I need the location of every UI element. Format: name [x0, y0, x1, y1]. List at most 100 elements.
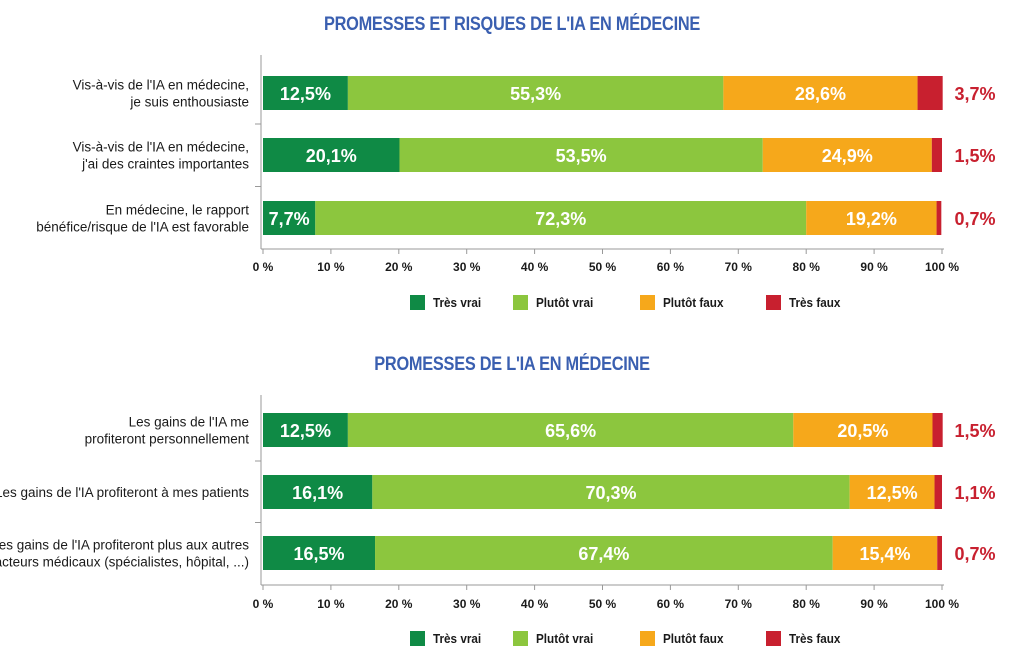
x-tick-label: 30 % — [453, 260, 481, 274]
x-tick-label: 50 % — [589, 597, 617, 611]
legend-swatch — [410, 631, 425, 646]
x-tick-label: 70 % — [725, 260, 753, 274]
data-label-plutot-faux: 19,2% — [846, 209, 897, 229]
legend-label: Très faux — [789, 295, 841, 310]
bar-tres-faux — [934, 475, 942, 509]
bar-plutot-faux — [793, 413, 933, 447]
legend-label: Plutôt vrai — [536, 631, 594, 646]
data-label-plutot-faux: 15,4% — [859, 544, 910, 564]
data-label-plutot-faux: 20,5% — [837, 421, 888, 441]
chart-2-title: PROMESSES DE L'IA EN MÉDECINE — [374, 354, 650, 375]
bar-tres-vrai — [263, 201, 316, 235]
legend-swatch — [410, 295, 425, 310]
bar-plutot-vrai — [347, 413, 794, 447]
bar-plutot-vrai — [372, 475, 850, 509]
bar-plutot-vrai — [399, 138, 763, 172]
x-tick-label: 40 % — [521, 260, 549, 274]
x-tick-label: 90 % — [860, 260, 888, 274]
x-tick-label: 70 % — [725, 597, 753, 611]
bar-plutot-faux — [832, 536, 938, 570]
chart-2-plot: 0 % 10 % 20 % 30 % 40 % 50 % 60 % 70 % 80 % 90 % 1… — [0, 395, 996, 611]
bar-tres-vrai — [263, 76, 348, 110]
legend-item-plutot-vrai: Plutôt vrai — [513, 631, 600, 646]
x-tick-label: 50 % — [589, 260, 617, 274]
x-tick-label: 10 % — [317, 260, 345, 274]
bar-plutot-vrai — [375, 536, 833, 570]
category-label: je suis enthousiaste — [129, 95, 249, 110]
data-label-tres-vrai: 16,5% — [293, 544, 344, 564]
legend-item-tres-vrai: Très vrai — [410, 631, 487, 646]
bar-plutot-faux — [806, 201, 937, 235]
data-label-plutot-vrai: 72,3% — [535, 209, 586, 229]
x-tick-label: 100 % — [925, 260, 959, 274]
x-tick-label: 60 % — [657, 260, 685, 274]
chart-2-legend: Très vrai Plutôt vrai Plutôt faux Très faux — [0, 631, 1024, 651]
legend-swatch — [640, 295, 655, 310]
x-tick-label: 80 % — [793, 597, 821, 611]
data-label-plutot-faux: 28,6% — [795, 84, 846, 104]
data-label-plutot-vrai: 55,3% — [510, 84, 561, 104]
data-label-plutot-vrai: 53,5% — [556, 146, 607, 166]
data-label-tres-vrai: 7,7% — [269, 209, 310, 229]
x-tick-label: 10 % — [317, 597, 345, 611]
bar-tres-faux — [931, 138, 942, 172]
bar-plutot-vrai — [347, 76, 724, 110]
category-label: bénéfice/risque de l'IA est favorable — [36, 220, 249, 235]
bar-plutot-faux — [849, 475, 935, 509]
legend-label: Très vrai — [433, 295, 482, 310]
data-label-tres-vrai: 20,1% — [306, 146, 357, 166]
data-label-tres-faux: 1,5% — [954, 146, 995, 166]
legend-swatch — [513, 631, 528, 646]
chart-1-title: PROMESSES ET RISQUES DE L'IA EN MÉDECINE — [323, 14, 701, 35]
data-label-plutot-vrai: 65,6% — [545, 421, 596, 441]
data-label-plutot-vrai: 70,3% — [585, 483, 636, 503]
legend-label: Très vrai — [433, 631, 482, 646]
legend-label: Plutôt faux — [663, 295, 724, 310]
legend-item-tres-faux: Très faux — [766, 631, 846, 646]
legend-item-tres-faux: Très faux — [766, 295, 846, 310]
bar-tres-vrai — [263, 475, 373, 509]
data-label-tres-faux: 1,5% — [954, 421, 995, 441]
bar-tres-faux — [936, 201, 942, 235]
data-label-tres-faux: 0,7% — [954, 544, 995, 564]
x-tick-label: 60 % — [657, 597, 685, 611]
bar-plutot-faux — [723, 76, 918, 110]
legend-item-plutot-faux: Plutôt faux — [640, 295, 730, 310]
category-label: profiteront personnellement — [85, 432, 250, 447]
legend-label: Plutôt faux — [663, 631, 724, 646]
x-tick-label: 80 % — [793, 260, 821, 274]
bar-tres-vrai — [263, 138, 400, 172]
data-label-plutot-vrai: 67,4% — [578, 544, 629, 564]
data-label-tres-vrai: 16,1% — [292, 483, 343, 503]
legend-label: Plutôt vrai — [536, 295, 594, 310]
x-tick-label: 40 % — [521, 597, 549, 611]
bar-tres-faux — [932, 413, 943, 447]
bar-tres-faux — [937, 536, 942, 570]
category-label: Les gains de l'IA me — [129, 415, 249, 430]
x-tick-label: 90 % — [860, 597, 888, 611]
x-tick-label: 0 % — [253, 260, 274, 274]
category-label: Les gains de l'IA profiteront plus aux a… — [0, 538, 249, 553]
legend-swatch — [513, 295, 528, 310]
legend-item-tres-vrai: Très vrai — [410, 295, 487, 310]
x-tick-label: 30 % — [453, 597, 481, 611]
x-tick-label: 20 % — [385, 260, 413, 274]
legend-item-plutot-vrai: Plutôt vrai — [513, 295, 600, 310]
data-label-plutot-faux: 12,5% — [867, 483, 918, 503]
legend-swatch — [766, 631, 781, 646]
legend-item-plutot-faux: Plutôt faux — [640, 631, 730, 646]
data-label-tres-faux: 0,7% — [954, 209, 995, 229]
category-label: j'ai des craintes importantes — [81, 157, 249, 172]
category-label: acteurs médicaux (spécialistes, hôpital,… — [0, 555, 249, 570]
bar-tres-faux — [917, 76, 943, 110]
bar-plutot-faux — [762, 138, 932, 172]
legend-swatch — [640, 631, 655, 646]
chart-1-legend: Très vrai Plutôt vrai Plutôt faux Très faux — [0, 295, 1024, 315]
legend-swatch — [766, 295, 781, 310]
chart-1-plot: 0 % 10 % 20 % 30 % 40 % 50 % 60 % 70 % 80 % 90 % 1… — [36, 55, 996, 274]
x-tick-label: 0 % — [253, 597, 274, 611]
category-label: Vis-à-vis de l'IA en médecine, — [73, 140, 249, 155]
category-label: Les gains de l'IA profiteront à mes pati… — [0, 485, 249, 500]
data-label-tres-faux: 3,7% — [954, 84, 995, 104]
category-label: Vis-à-vis de l'IA en médecine, — [73, 78, 249, 93]
